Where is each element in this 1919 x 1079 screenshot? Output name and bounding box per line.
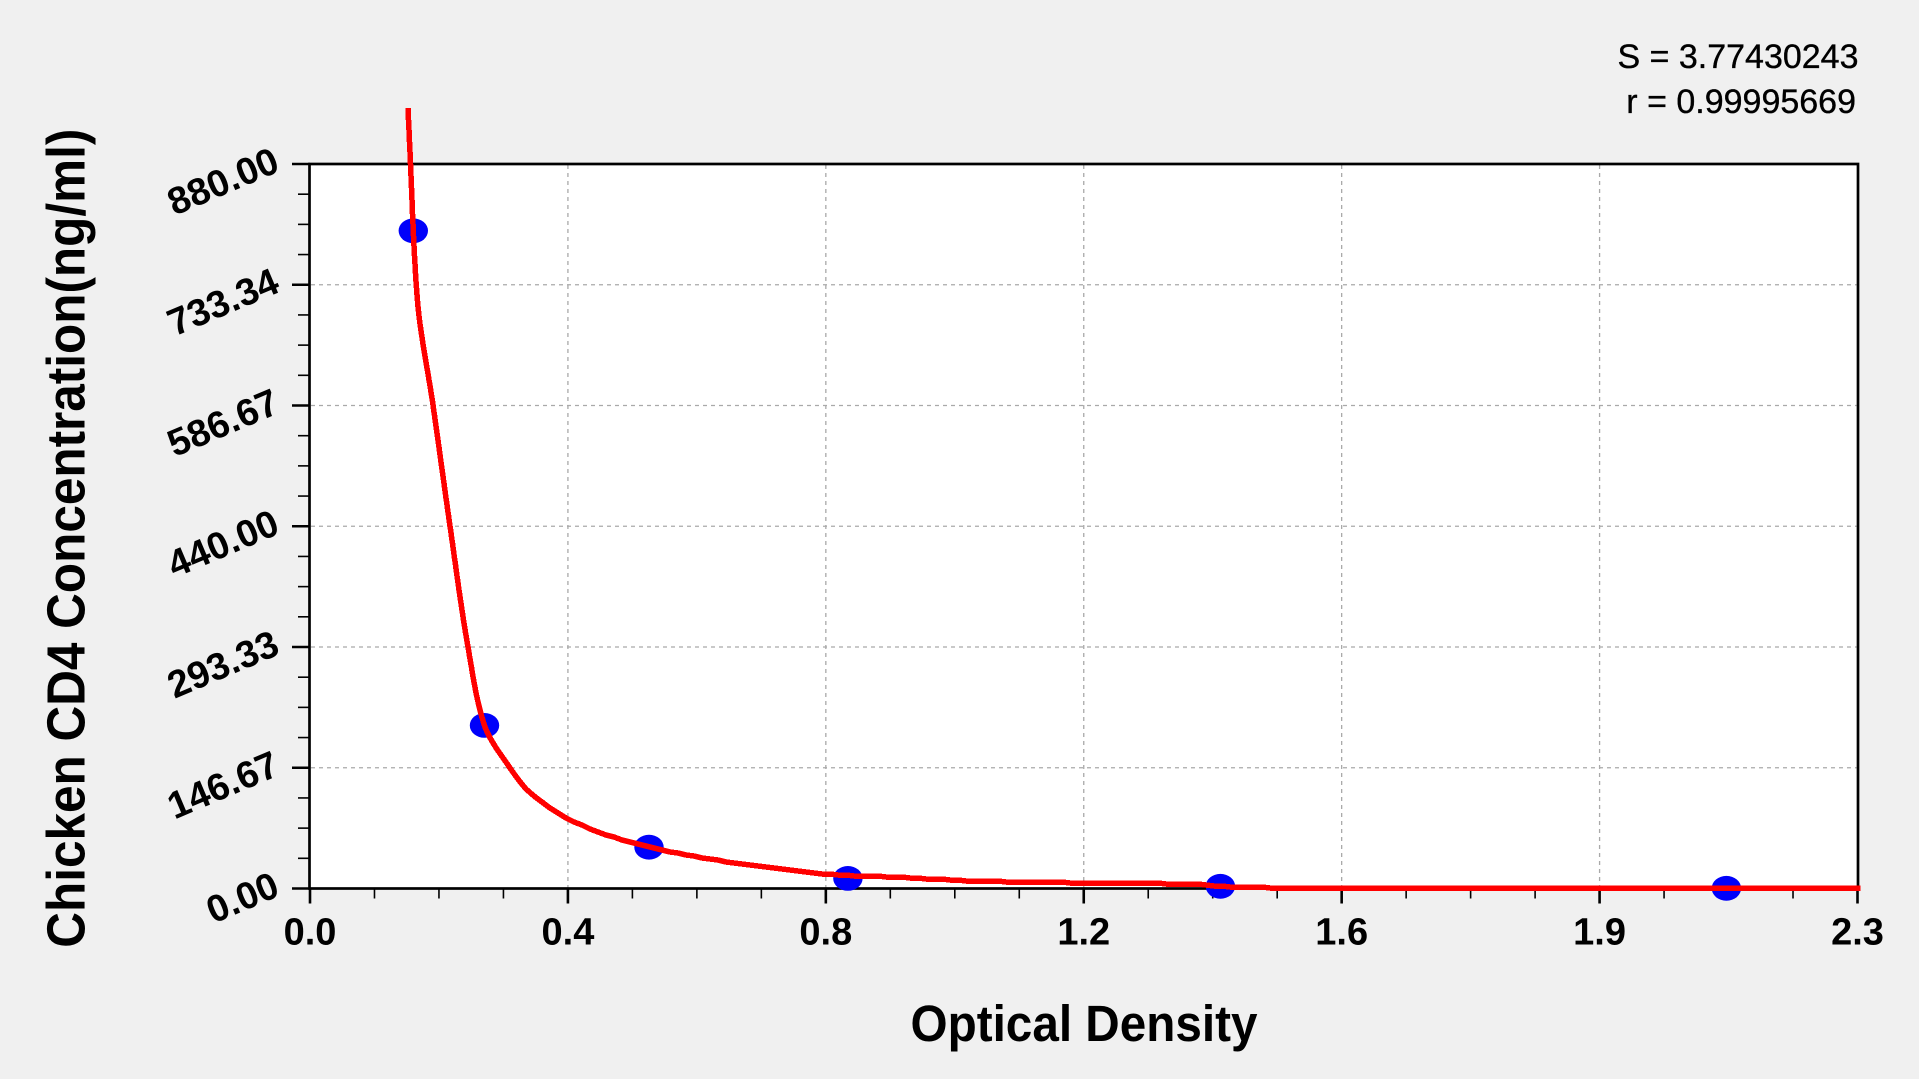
- svg-text:Chicken CD4 Concentration(ng/m: Chicken CD4 Concentration(ng/ml): [37, 129, 97, 948]
- svg-text:2.3: 2.3: [1831, 912, 1884, 954]
- svg-text:r = 0.99995669: r = 0.99995669: [1626, 83, 1856, 121]
- svg-text:733.34: 733.34: [162, 261, 285, 345]
- svg-text:0.00: 0.00: [201, 865, 285, 933]
- svg-text:1.2: 1.2: [1057, 912, 1110, 954]
- svg-text:1.6: 1.6: [1315, 912, 1368, 954]
- svg-text:586.67: 586.67: [162, 382, 285, 466]
- svg-text:0.0: 0.0: [284, 912, 337, 954]
- svg-text:880.00: 880.00: [162, 140, 285, 224]
- svg-text:S = 3.77430243: S = 3.77430243: [1617, 38, 1858, 76]
- svg-text:0.4: 0.4: [542, 912, 595, 954]
- svg-text:146.67: 146.67: [162, 744, 285, 828]
- svg-text:1.9: 1.9: [1573, 912, 1626, 954]
- svg-text:440.00: 440.00: [162, 502, 285, 586]
- svg-text:Optical Density: Optical Density: [911, 995, 1259, 1052]
- svg-text:293.33: 293.33: [162, 623, 285, 707]
- svg-text:0.8: 0.8: [799, 912, 852, 954]
